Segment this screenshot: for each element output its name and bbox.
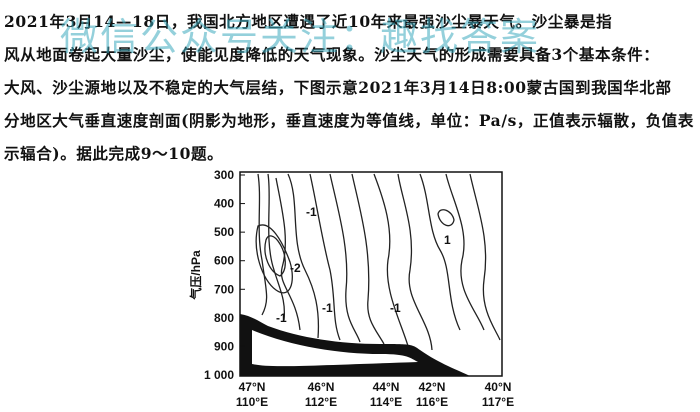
contours [255,173,501,351]
text-line: 分地区大气垂直速度剖面(阴影为地形，垂直速度为等值线，单位：Pa/s，正值表示辐… [4,111,695,130]
text-line: 2021年3月14—18日，我国北方地区遭遇了近10年来最强沙尘暴天气。沙尘暴是… [4,12,613,31]
x-tick-lon: 110°E [236,395,268,409]
y-tick-label: 400 [214,197,234,211]
x-tick-lon: 114°E [370,395,402,409]
terrain-inner [252,330,418,367]
y-axis-label: 气压/hPa [188,250,203,301]
y-tick-label: 600 [214,254,234,268]
x-tick-lat: 40°N [485,380,512,394]
y-tick-label: 700 [214,282,234,296]
x-tick-lat: 42°N [419,380,446,394]
contour-label: -2 [290,261,301,275]
contour-label: -1 [276,311,287,325]
y-tick-label: 500 [214,225,234,239]
x-tick-lon: 116°E [416,395,448,409]
y-tick-label: 1 000 [204,368,234,382]
x-tick-lat: 44°N [373,380,400,394]
x-tick-lon: 117°E [482,395,514,409]
y-tick-label: 800 [214,311,234,325]
x-tick-lon: 112°E [305,395,337,409]
contour-label: -1 [322,301,333,315]
watermark: 微信公众号关注：趣找答案 [60,15,541,59]
text-line: 大风、沙尘源地以及不稳定的大气层结，下图示意2021年3月14日8:00蒙古国到… [4,78,672,97]
x-tick-lat: 47°N [239,380,266,394]
y-tick-label: 900 [214,339,234,353]
text-line: 风从地面卷起大量沙尘，使能见度降低的天气现象。沙尘天气的形成需要具备3个基本条件… [4,45,660,64]
contour-label: 1 [444,233,451,247]
y-tick-label: 300 [214,168,234,182]
contour-label: -1 [306,205,317,219]
x-tick-lat: 46°N [308,380,335,394]
text-line: 示辐合)。据此完成9～10题。 [4,144,224,163]
contour-label: -1 [390,301,401,315]
